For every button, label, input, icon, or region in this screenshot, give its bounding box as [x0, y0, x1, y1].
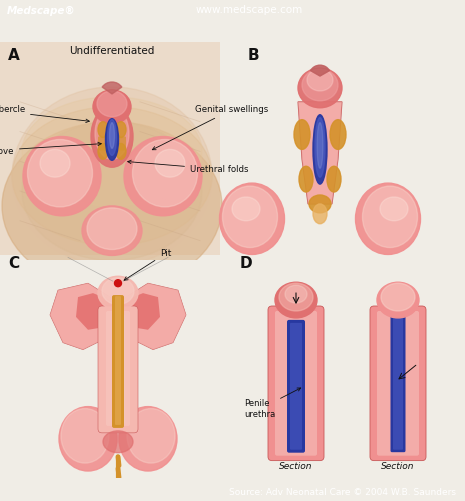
Ellipse shape — [124, 137, 202, 216]
Text: Genital swellings: Genital swellings — [153, 105, 268, 150]
Text: Medscape®: Medscape® — [7, 6, 76, 16]
FancyBboxPatch shape — [116, 137, 126, 150]
Ellipse shape — [232, 197, 260, 221]
Text: D: D — [240, 257, 252, 272]
Polygon shape — [118, 283, 186, 350]
Text: Source: Adv Neonatal Care © 2004 W.B. Saunders: Source: Adv Neonatal Care © 2004 W.B. Sa… — [229, 488, 456, 497]
Text: Pit: Pit — [124, 249, 172, 280]
Ellipse shape — [98, 122, 108, 137]
Ellipse shape — [356, 183, 420, 255]
Ellipse shape — [98, 276, 138, 310]
Ellipse shape — [116, 122, 126, 137]
Ellipse shape — [106, 119, 119, 160]
Ellipse shape — [12, 87, 212, 266]
Text: Penile
urethra: Penile urethra — [244, 388, 301, 419]
Text: Section: Section — [381, 461, 415, 470]
Ellipse shape — [330, 120, 346, 149]
Polygon shape — [0, 43, 220, 256]
Ellipse shape — [93, 90, 131, 124]
Polygon shape — [118, 293, 160, 330]
Ellipse shape — [313, 115, 327, 184]
Ellipse shape — [327, 166, 341, 192]
Ellipse shape — [109, 123, 114, 148]
FancyBboxPatch shape — [290, 323, 302, 450]
FancyBboxPatch shape — [268, 306, 324, 460]
Ellipse shape — [317, 123, 323, 168]
Ellipse shape — [219, 183, 285, 255]
Ellipse shape — [102, 278, 134, 305]
Ellipse shape — [95, 108, 129, 159]
FancyBboxPatch shape — [112, 295, 124, 428]
Ellipse shape — [82, 206, 142, 256]
Ellipse shape — [59, 407, 117, 471]
Ellipse shape — [275, 282, 317, 318]
Ellipse shape — [313, 204, 327, 224]
FancyBboxPatch shape — [115, 296, 121, 425]
Ellipse shape — [309, 195, 331, 213]
Ellipse shape — [40, 149, 70, 177]
Ellipse shape — [103, 431, 133, 453]
Ellipse shape — [222, 186, 278, 247]
Polygon shape — [118, 283, 186, 350]
Ellipse shape — [91, 106, 133, 167]
Ellipse shape — [87, 208, 137, 249]
Ellipse shape — [133, 139, 198, 207]
Ellipse shape — [377, 282, 419, 318]
Polygon shape — [50, 283, 118, 350]
Ellipse shape — [302, 69, 338, 101]
FancyBboxPatch shape — [393, 315, 403, 450]
Text: B: B — [248, 48, 259, 63]
Ellipse shape — [2, 122, 222, 290]
Ellipse shape — [315, 118, 325, 177]
Ellipse shape — [381, 283, 415, 311]
Polygon shape — [76, 293, 118, 330]
FancyBboxPatch shape — [287, 320, 305, 453]
Ellipse shape — [119, 407, 177, 471]
FancyBboxPatch shape — [98, 306, 138, 433]
Circle shape — [114, 280, 121, 287]
Ellipse shape — [12, 107, 212, 245]
Text: Undifferentiated: Undifferentiated — [69, 46, 155, 56]
Ellipse shape — [116, 143, 126, 159]
Ellipse shape — [61, 409, 109, 463]
Ellipse shape — [98, 143, 108, 159]
Ellipse shape — [127, 409, 175, 463]
Ellipse shape — [363, 186, 418, 247]
Ellipse shape — [298, 68, 342, 108]
Polygon shape — [298, 102, 342, 204]
Wedge shape — [311, 65, 330, 76]
Ellipse shape — [22, 97, 202, 206]
Ellipse shape — [97, 91, 127, 117]
Text: www.medscape.com: www.medscape.com — [195, 6, 303, 16]
Ellipse shape — [22, 122, 202, 261]
FancyBboxPatch shape — [98, 137, 108, 150]
Text: C: C — [8, 257, 19, 272]
Polygon shape — [50, 283, 118, 350]
Wedge shape — [102, 82, 122, 94]
Bar — [0, 261, 230, 483]
FancyBboxPatch shape — [370, 306, 426, 460]
FancyBboxPatch shape — [275, 311, 317, 456]
FancyBboxPatch shape — [106, 311, 130, 426]
Text: Genital tubercle: Genital tubercle — [0, 105, 89, 123]
Ellipse shape — [23, 137, 101, 216]
Ellipse shape — [380, 197, 408, 221]
Ellipse shape — [155, 149, 185, 177]
FancyBboxPatch shape — [377, 311, 419, 456]
Text: Urethral groove: Urethral groove — [0, 142, 101, 156]
Ellipse shape — [294, 120, 310, 149]
Text: A: A — [8, 48, 20, 63]
Ellipse shape — [279, 283, 313, 311]
Ellipse shape — [27, 139, 93, 207]
Ellipse shape — [285, 285, 307, 303]
Ellipse shape — [107, 120, 117, 155]
Text: Section: Section — [279, 461, 313, 470]
Polygon shape — [298, 102, 342, 204]
FancyBboxPatch shape — [391, 313, 405, 452]
Ellipse shape — [299, 166, 313, 192]
Text: Urethral folds: Urethral folds — [128, 160, 248, 174]
Ellipse shape — [307, 69, 333, 91]
